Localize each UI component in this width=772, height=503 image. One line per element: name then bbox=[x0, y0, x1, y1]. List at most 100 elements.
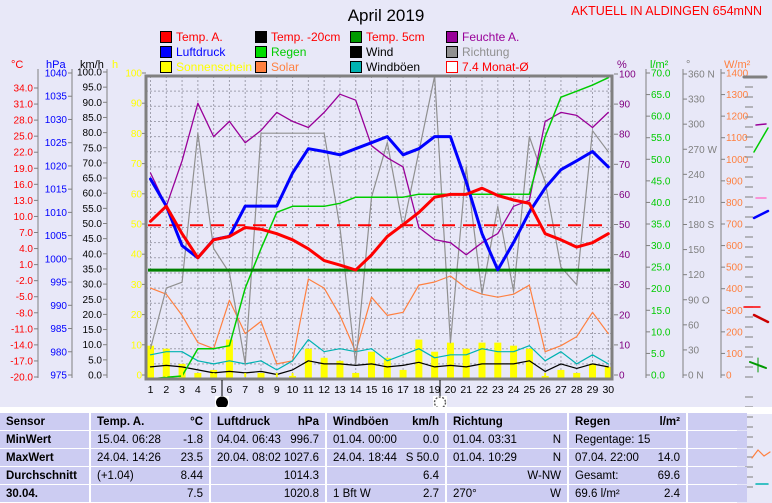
axis-tick-label: -11.0 bbox=[11, 324, 33, 335]
axis-tick-label: 300 bbox=[726, 306, 743, 317]
axis-tick-label: 20 bbox=[619, 310, 631, 321]
axis-tick-label: 5.0 bbox=[651, 349, 665, 360]
day-label: 11 bbox=[303, 384, 314, 396]
day-label: 13 bbox=[334, 384, 346, 396]
axis-tick-label: 1040 bbox=[45, 69, 68, 80]
legend-swatch-icon bbox=[160, 45, 172, 58]
table-cell: 01.04. 10:29 N bbox=[447, 449, 567, 466]
axis-tick-label: 25.0 bbox=[14, 132, 34, 143]
table-cell-text: 23.5 bbox=[180, 451, 203, 464]
table-cell-text: l/m² bbox=[659, 415, 680, 428]
day-label: 14 bbox=[350, 384, 362, 396]
legend-item-temp-a-: Temp. A. bbox=[160, 30, 255, 44]
axis-tick-label: 50.0 bbox=[83, 219, 103, 230]
day-label: 20 bbox=[445, 384, 457, 396]
axis-tick-label: 1015 bbox=[45, 185, 68, 196]
table-cell-text: 30.04. bbox=[6, 487, 38, 500]
table-cell-text: 01.04. 03:31 bbox=[453, 433, 517, 446]
axis-tick-label: 80.0 bbox=[83, 128, 103, 139]
table-cell-text: 996.7 bbox=[290, 433, 319, 446]
axis-tick-label: 20 bbox=[131, 310, 143, 321]
table-cell: Regentage: 15 bbox=[569, 431, 686, 448]
table-cell: Gesamt: 69.6 bbox=[569, 467, 686, 484]
day-label: 24 bbox=[508, 384, 520, 396]
legend-swatch-icon bbox=[255, 45, 267, 58]
x-axis-days: 1 2 3 4 5 6 7 8 9 10 11 12 13 14 15 16 17 18 19 20 21 22 23 24 2… bbox=[148, 373, 614, 396]
axis-tick-label: 1025 bbox=[45, 138, 68, 149]
axis-tick-label: 0 bbox=[726, 371, 732, 382]
axis-tick-label: 90 bbox=[131, 99, 143, 110]
table-cell-text: 1014.3 bbox=[283, 469, 319, 482]
table-cell: 1020.8 bbox=[211, 485, 325, 502]
axis-tick-label: 120 bbox=[688, 270, 705, 281]
axis-tick-label: 15.0 bbox=[83, 325, 103, 336]
table-header-row: Sensor Temp. A. °C Luftdruck hPa Windböen km/h… bbox=[0, 413, 747, 430]
table-cell-text: 2.7 bbox=[423, 487, 439, 500]
legend-item-windb-en: Windböen bbox=[350, 60, 446, 74]
plot-border bbox=[144, 74, 614, 381]
axis-tick-label: 85.0 bbox=[83, 113, 103, 124]
axis-tick-label: 90.0 bbox=[83, 98, 103, 109]
legend-item-luftdruck: Luftdruck bbox=[160, 45, 255, 59]
legend-label: Feuchte A. bbox=[462, 29, 520, 44]
table-cell bbox=[688, 449, 747, 466]
axis-W/m²: W/m²140013001200110010009008007006005004… bbox=[720, 59, 751, 382]
axis-tick-label: 90 O bbox=[688, 295, 710, 306]
legend-label: Temp. A. bbox=[176, 29, 223, 44]
axis-tick-label: -14.0 bbox=[10, 340, 33, 351]
axis-unit: ° bbox=[686, 59, 690, 71]
axis-tick-label: 34.0 bbox=[14, 84, 34, 95]
day-label: 23 bbox=[492, 384, 504, 396]
axis-unit: km/h bbox=[80, 59, 104, 71]
axis-tick-label: 22.0 bbox=[14, 148, 34, 159]
axis-tick-label: 30.0 bbox=[83, 280, 103, 291]
axis-tick-label: 45.0 bbox=[651, 176, 671, 187]
table-cell-text: 0.0 bbox=[423, 433, 439, 446]
axis-tick-label: 28.0 bbox=[14, 116, 34, 127]
chart-legend: Temp. A. Temp. -20cm Temp. 5cm Feuchte A. Lu… bbox=[160, 29, 576, 74]
axis-tick-label: 1300 bbox=[726, 90, 749, 101]
legend-label: Solar bbox=[271, 59, 300, 74]
table-cell-text: 1 Bft W bbox=[333, 487, 371, 500]
day-label: 27 bbox=[555, 384, 567, 396]
legend-item-feuchte-a-: Feuchte A. bbox=[446, 30, 576, 44]
axis-tick-label: 40.0 bbox=[83, 249, 103, 260]
weather-chart: °C34.031.028.025.022.019.016.013.010.07.… bbox=[10, 59, 771, 488]
axis-tick-label: 150 bbox=[688, 245, 705, 256]
axis-tick-label: 900 bbox=[726, 176, 743, 187]
axis-tick-label: 10.0 bbox=[14, 212, 34, 223]
legend-label: Regen bbox=[271, 44, 307, 59]
table-header-col bbox=[688, 413, 747, 430]
axis-tick-label: 80 bbox=[619, 130, 631, 141]
table-cell-text: 20.04. 08:02 bbox=[217, 451, 281, 464]
axis-tick-label: 995 bbox=[50, 278, 67, 289]
weather-app-page: { "header": { "title": "April 2019", "st… bbox=[0, 4, 772, 503]
day-label: 25 bbox=[524, 384, 536, 396]
axis-tick-label: 30 bbox=[688, 345, 700, 356]
axis-tick-label: -2.0 bbox=[16, 276, 34, 287]
axis-unit: l/m² bbox=[650, 59, 669, 71]
table-cell-text: N bbox=[552, 451, 561, 464]
axis-tick-label: 0.0 bbox=[88, 371, 102, 382]
axis-tick-label: 1035 bbox=[45, 92, 68, 103]
axis-tick-label: 60.0 bbox=[651, 112, 671, 123]
day-label: 16 bbox=[381, 384, 393, 396]
axis-tick-label: 7.0 bbox=[19, 228, 33, 239]
table-cell: 6.4 bbox=[327, 467, 445, 484]
axis-tick-label: 70 bbox=[619, 160, 631, 171]
axis-tick-label: 300 bbox=[688, 120, 705, 131]
legend-label: Temp. -20cm bbox=[271, 29, 341, 44]
axis-tick-label: 0.0 bbox=[651, 371, 665, 382]
axis-tick-label: 20.0 bbox=[83, 310, 103, 321]
axis-tick-label: 15.0 bbox=[651, 306, 671, 317]
axis-unit: % bbox=[617, 59, 627, 71]
legend-item-sonnenschein: Sonnenschein bbox=[160, 60, 255, 74]
table-cell: 69.6 l/m² 2.4 bbox=[569, 485, 686, 502]
legend-label: Temp. 5cm bbox=[366, 29, 425, 44]
day-label: 1 bbox=[148, 384, 154, 396]
table-cell-text: 69.6 bbox=[657, 469, 680, 482]
table-cell: 1 Bft W 2.7 bbox=[327, 485, 445, 502]
table-header-col: Windböen km/h bbox=[327, 413, 445, 430]
